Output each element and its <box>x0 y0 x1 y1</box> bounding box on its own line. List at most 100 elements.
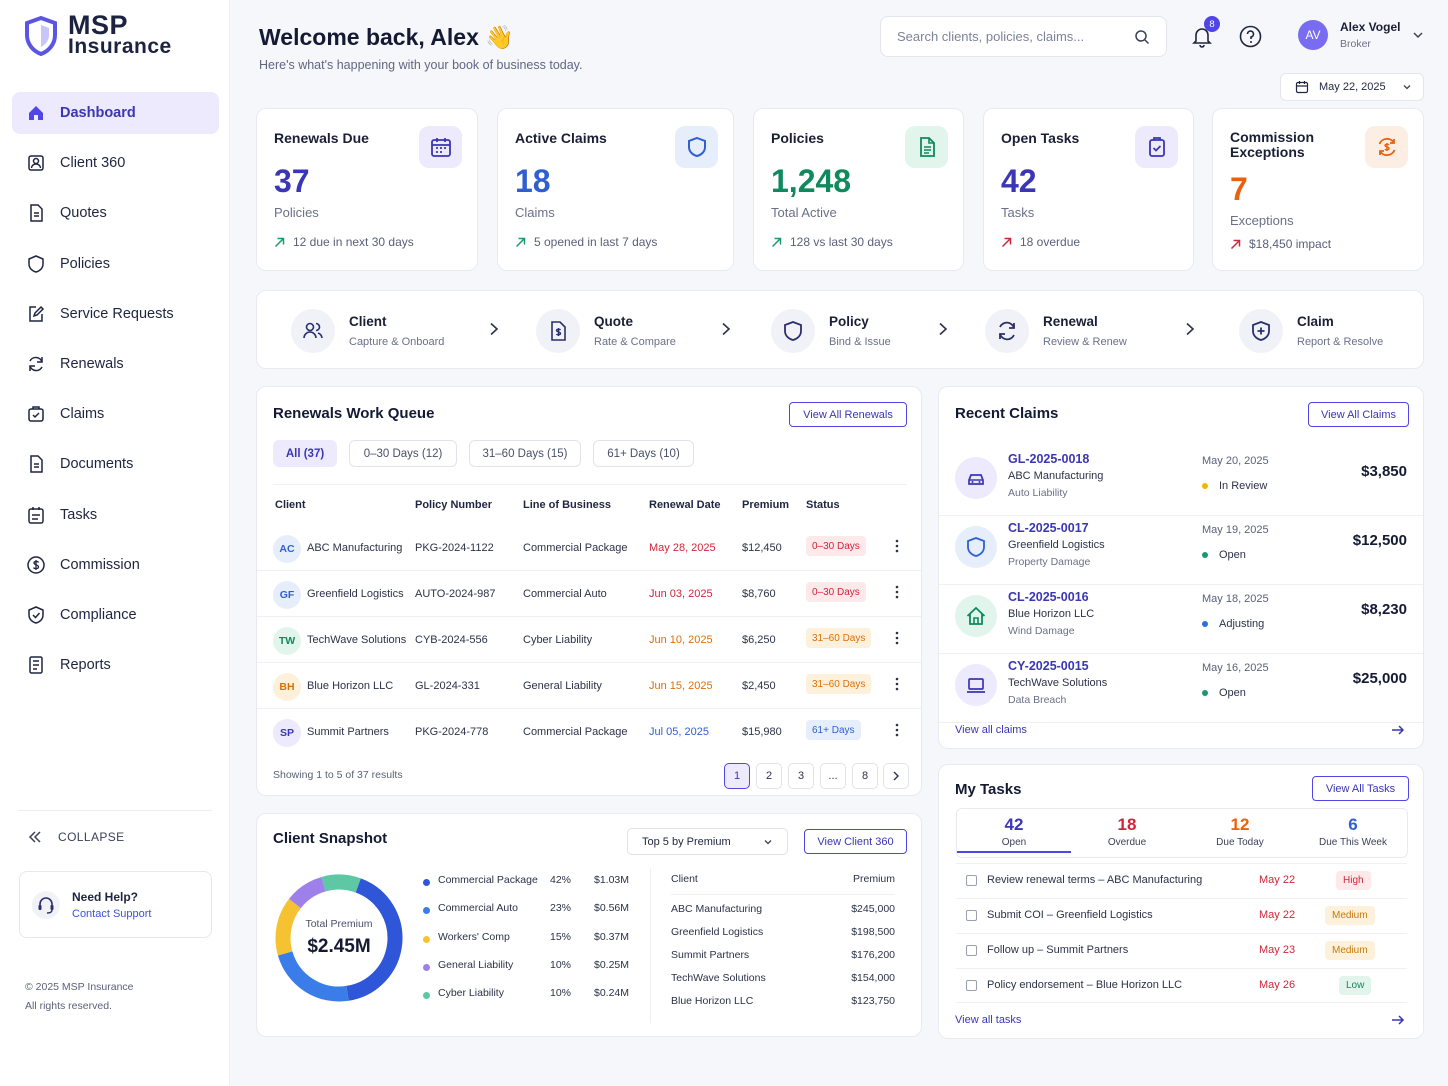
brand-logo[interactable]: MSP Insurance <box>24 12 172 58</box>
search-icon[interactable] <box>1134 29 1150 45</box>
sidebar-item-reports[interactable]: Reports <box>12 644 219 686</box>
kpi-card-policies[interactable]: Policies 1,248 Total Active 128 vs last 30 … <box>753 108 964 271</box>
claim-item[interactable]: CL-2025-0016 Blue Horizon LLC Wind Damage M… <box>939 585 1423 654</box>
view-all-renewals-button[interactable]: View All Renewals <box>789 402 907 427</box>
client-name[interactable]: Summit Partners <box>307 726 389 738</box>
table-row[interactable]: SP Summit Partners PKG-2024-778 Commercial … <box>257 709 921 755</box>
column-header[interactable]: Premium <box>742 499 790 511</box>
page-button[interactable]: 1 <box>724 763 750 789</box>
client-name[interactable]: Blue Horizon LLC <box>307 680 394 692</box>
sidebar-item-renewals[interactable]: Renewals <box>12 343 219 385</box>
user-menu[interactable]: AV Alex Vogel Broker <box>1298 20 1424 50</box>
help-button[interactable] <box>1239 25 1262 48</box>
contact-support-link[interactable]: Contact Support <box>72 907 152 920</box>
task-checkbox[interactable] <box>966 945 977 956</box>
filter-pill[interactable]: 61+ Days (10) <box>593 440 694 467</box>
claim-item[interactable]: GL-2025-0018 ABC Manufacturing Auto Liabil… <box>939 447 1423 516</box>
help-card[interactable]: Need Help? Contact Support <box>19 871 212 938</box>
task-tab-overdue[interactable]: 18 Overdue <box>1070 809 1184 853</box>
snapshot-client-row[interactable]: Blue Horizon LLC $123,750 <box>671 995 895 1007</box>
table-row[interactable]: TW TechWave Solutions CYB-2024-556 Cyber Li… <box>257 617 921 663</box>
workflow-step-renewal[interactable]: Renewal Review & Renew <box>985 309 1127 353</box>
page-button[interactable]: 8 <box>852 763 878 789</box>
kpi-card-renewals-due[interactable]: Renewals Due 37 Policies 12 due in next 30 … <box>256 108 478 271</box>
page-button[interactable]: 2 <box>756 763 782 789</box>
more-vertical-icon[interactable] <box>895 631 899 645</box>
date-picker[interactable]: May 22, 2025 <box>1280 73 1424 101</box>
task-checkbox[interactable] <box>966 910 977 921</box>
column-header[interactable]: Line of Business <box>523 499 612 511</box>
task-checkbox[interactable] <box>966 875 977 886</box>
claim-id[interactable]: CL-2025-0016 <box>1008 590 1089 604</box>
kpi-card-commission-exceptions[interactable]: Commission Exceptions 7 Exceptions $18,450 … <box>1212 108 1424 271</box>
page-button[interactable]: 3 <box>788 763 814 789</box>
search-input[interactable] <box>897 29 1117 44</box>
claim-item[interactable]: CY-2025-0015 TechWave Solutions Data Breac… <box>939 654 1423 723</box>
next-page-button[interactable] <box>883 763 909 789</box>
view-all-claims-button[interactable]: View All Claims <box>1308 402 1409 427</box>
page-button[interactable]: ... <box>820 763 846 789</box>
task-tab-open[interactable]: 42 Open <box>957 809 1071 853</box>
client-name[interactable]: ABC Manufacturing <box>307 542 403 554</box>
policy-number[interactable]: PKG-2024-1122 <box>415 542 494 554</box>
sidebar-item-compliance[interactable]: Compliance <box>12 594 219 636</box>
sidebar-item-documents[interactable]: Documents <box>12 443 219 485</box>
workflow-step-policy[interactable]: Policy Bind & Issue <box>771 309 891 353</box>
table-row[interactable]: BH Blue Horizon LLC GL-2024-331 General Lia… <box>257 663 921 709</box>
table-row[interactable]: GF Greenfield Logistics AUTO-2024-987 Comme… <box>257 571 921 617</box>
more-vertical-icon[interactable] <box>895 677 899 691</box>
snapshot-client-row[interactable]: Greenfield Logistics $198,500 <box>671 926 895 938</box>
snapshot-select[interactable]: Top 5 by Premium <box>627 828 788 855</box>
more-vertical-icon[interactable] <box>895 585 899 599</box>
workflow-step-quote[interactable]: Quote Rate & Compare <box>536 309 676 353</box>
claim-item[interactable]: CL-2025-0017 Greenfield Logistics Property… <box>939 516 1423 585</box>
task-item[interactable]: Follow up – Summit Partners May 23 Medium <box>956 933 1407 968</box>
workflow-step-claim[interactable]: Claim Report & Resolve <box>1239 309 1383 353</box>
notifications-button[interactable]: 8 <box>1190 16 1220 48</box>
sidebar-item-policies[interactable]: Policies <box>12 243 219 285</box>
sidebar-item-service-requests[interactable]: Service Requests <box>12 293 219 335</box>
workflow-step-client[interactable]: Client Capture & Onboard <box>291 309 444 353</box>
task-tab-due-this-week[interactable]: 6 Due This Week <box>1296 809 1410 853</box>
table-row[interactable]: AC ABC Manufacturing PKG-2024-1122 Commerci… <box>257 525 921 571</box>
task-tab-due-today[interactable]: 12 Due Today <box>1183 809 1297 853</box>
task-item[interactable]: Policy endorsement – Blue Horizon LLC May… <box>956 968 1407 1003</box>
kpi-card-active-claims[interactable]: Active Claims 18 Claims 5 opened in last 7 … <box>497 108 734 271</box>
sidebar-item-tasks[interactable]: Tasks <box>12 494 219 536</box>
claim-id[interactable]: CY-2025-0015 <box>1008 659 1089 673</box>
view-client-360-button[interactable]: View Client 360 <box>804 829 907 854</box>
task-item[interactable]: Submit COI – Greenfield Logistics May 22 M… <box>956 898 1407 933</box>
sidebar-item-claims[interactable]: Claims <box>12 393 219 435</box>
search-bar[interactable] <box>880 16 1167 57</box>
snapshot-client-row[interactable]: Summit Partners $176,200 <box>671 949 895 961</box>
filter-pill[interactable]: All (37) <box>273 440 337 467</box>
filter-pill[interactable]: 31–60 Days (15) <box>469 440 581 467</box>
claim-id[interactable]: GL-2025-0018 <box>1008 452 1090 466</box>
sidebar-item-dashboard[interactable]: Dashboard <box>12 92 219 134</box>
snapshot-client-row[interactable]: ABC Manufacturing $245,000 <box>671 903 895 915</box>
arrow-right-icon[interactable] <box>1391 724 1405 736</box>
client-name[interactable]: Greenfield Logistics <box>307 588 404 600</box>
column-header[interactable]: Client <box>275 499 306 511</box>
claim-id[interactable]: CL-2025-0017 <box>1008 521 1089 535</box>
arrow-right-icon[interactable] <box>1391 1014 1405 1026</box>
view-all-tasks-link[interactable]: View all tasks <box>955 1014 1022 1026</box>
donut-slice-workers-comp[interactable] <box>275 898 302 956</box>
policy-number[interactable]: AUTO-2024-987 <box>415 588 496 600</box>
donut-slice-cyber-liability[interactable] <box>321 874 361 893</box>
snapshot-client-row[interactable]: TechWave Solutions $154,000 <box>671 972 895 984</box>
collapse-button[interactable]: COLLAPSE <box>28 830 125 844</box>
donut-slice-commercial-package[interactable] <box>346 878 403 1001</box>
more-vertical-icon[interactable] <box>895 723 899 737</box>
policy-number[interactable]: PKG-2024-778 <box>415 726 489 738</box>
donut-slice-general-liability[interactable] <box>288 876 327 909</box>
column-header[interactable]: Policy Number <box>415 499 493 511</box>
policy-number[interactable]: CYB-2024-556 <box>415 634 488 646</box>
more-vertical-icon[interactable] <box>895 539 899 553</box>
policy-number[interactable]: GL-2024-331 <box>415 680 480 692</box>
donut-slice-commercial-auto[interactable] <box>277 951 349 1002</box>
view-all-tasks-button[interactable]: View All Tasks <box>1312 776 1409 801</box>
sidebar-item-client-360[interactable]: Client 360 <box>12 142 219 184</box>
client-name[interactable]: TechWave Solutions <box>307 634 407 646</box>
column-header[interactable]: Status <box>806 499 840 511</box>
